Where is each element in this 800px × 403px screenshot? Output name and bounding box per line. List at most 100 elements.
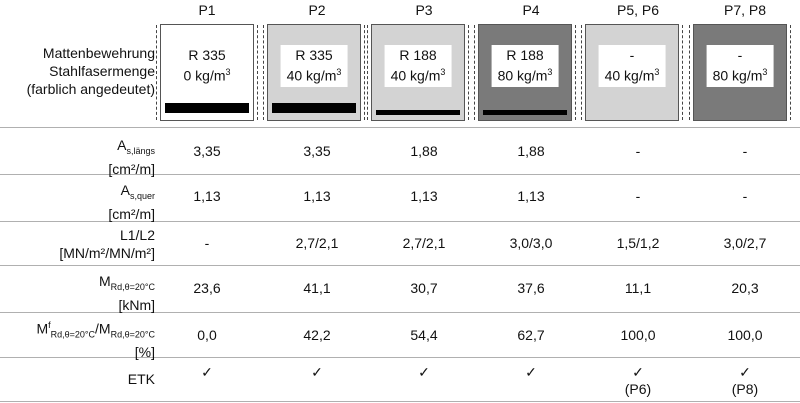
table-cell: 62,7 xyxy=(517,327,545,343)
table-cell: 2,7/2,1 xyxy=(295,235,339,251)
row-label-l1-l2: L1/L2 [MN/m²/MN/m²] xyxy=(59,226,155,262)
mesh-type: - xyxy=(629,47,635,63)
panel-dashed-edge xyxy=(364,25,365,120)
panel-label: R 188 80 kg/m3 xyxy=(491,45,559,87)
panel-dashed-edge xyxy=(468,25,469,120)
label-superscript: f xyxy=(48,320,51,330)
panel-label: R 335 40 kg/m3 xyxy=(280,45,348,87)
mesh-bar xyxy=(165,103,249,113)
table-cell: 20,3 xyxy=(731,280,759,296)
panel-dashed-edge xyxy=(575,25,576,120)
panel-dashed-edge xyxy=(581,25,582,120)
label-symbol: M xyxy=(36,320,49,337)
table-cell: 1,13 xyxy=(303,188,331,204)
col-header-p2: P2 xyxy=(308,2,326,18)
table-cell: 54,4 xyxy=(410,327,438,343)
panel-p2: R 335 40 kg/m3 xyxy=(263,24,365,121)
row-divider xyxy=(0,127,800,128)
table-cell: 1,13 xyxy=(517,188,545,204)
table-cell: 42,2 xyxy=(303,327,331,343)
mesh-type: R 188 xyxy=(506,47,544,63)
panel-dashed-edge xyxy=(156,25,157,120)
row-divider xyxy=(0,312,800,313)
panel-p7-p8: - 80 kg/m3 xyxy=(689,24,791,121)
table-cell: 41,1 xyxy=(303,280,331,296)
fiber-amount: 40 kg/m3 xyxy=(390,67,446,84)
table-cell: 100,0 xyxy=(620,327,656,343)
panel-dashed-edge xyxy=(263,25,264,120)
panel-dashed-edge xyxy=(367,25,368,120)
label-unit: [cm²/m] xyxy=(108,205,155,222)
mesh-type: R 188 xyxy=(399,47,437,63)
panel-label: - 80 kg/m3 xyxy=(706,45,774,87)
table-cell: ✓ xyxy=(201,364,213,380)
label-symbol: M xyxy=(98,273,111,289)
col-header-p7-p8: P7, P8 xyxy=(723,2,767,18)
label-symbol: A xyxy=(117,137,127,153)
table-cell: 37,6 xyxy=(517,280,545,296)
table-cell: ✓ (P6) xyxy=(588,364,688,397)
mesh-type: R 335 xyxy=(188,47,226,63)
panel-p5-p6: - 40 kg/m3 xyxy=(581,24,683,121)
label-line-1: Mattenbewehrung xyxy=(42,45,155,61)
label-symbol: L1/L2 xyxy=(119,227,155,243)
table-cell: 1,88 xyxy=(410,143,438,159)
row-label-mf-ratio: MfRd,θ=20°C/MRd,θ=20°C [%] xyxy=(36,316,155,361)
label-unit: [kNm] xyxy=(118,296,155,313)
label-symbol: A xyxy=(120,182,130,198)
table-cell: - xyxy=(635,188,641,204)
table-cell: 1,88 xyxy=(517,143,545,159)
panel-dashed-edge xyxy=(257,25,258,120)
mesh-bar xyxy=(376,110,460,115)
table-cell: 3,35 xyxy=(193,143,221,159)
label-unit: [%] xyxy=(134,344,155,361)
table-cell: - xyxy=(635,143,641,159)
panel-p3: R 188 40 kg/m3 xyxy=(367,24,469,121)
label-subscript-2: Rd,θ=20°C xyxy=(110,329,155,340)
col-header-p3: P3 xyxy=(415,2,433,18)
mesh-type: - xyxy=(737,47,743,63)
table-cell: - xyxy=(742,143,748,159)
row-divider xyxy=(0,401,800,402)
label-subscript: Rd,θ=20°C xyxy=(110,281,155,292)
table-cell: ✓ xyxy=(311,364,323,380)
fiber-amount: 0 kg/m3 xyxy=(183,67,231,84)
label-line-3: (farblich angedeutet) xyxy=(26,81,155,97)
table-cell: ✓ xyxy=(525,364,537,380)
table-cell: ✓ (P8) xyxy=(695,364,795,397)
cell-note: (P8) xyxy=(731,381,759,397)
row-divider xyxy=(0,357,800,358)
col-header-p5-p6: P5, P6 xyxy=(616,2,660,18)
panel-p4: R 188 80 kg/m3 xyxy=(474,24,576,121)
row-label-mrd: MRd,θ=20°C [kNm] xyxy=(99,272,155,314)
header-row-label: Mattenbewehrung Stahlfasermenge (farblic… xyxy=(27,44,155,98)
table-cell: 23,6 xyxy=(193,280,221,296)
fiber-amount: 80 kg/m3 xyxy=(497,67,553,84)
table-cell: 1,13 xyxy=(410,188,438,204)
row-divider xyxy=(0,174,800,175)
table-cell: 1,13 xyxy=(193,188,221,204)
table-cell: 3,0/2,7 xyxy=(723,235,767,251)
panel-p1: R 335 0 kg/m3 xyxy=(156,24,258,121)
fiber-amount: 40 kg/m3 xyxy=(604,67,660,84)
table-cell: - xyxy=(742,188,748,204)
panel-label: R 335 0 kg/m3 xyxy=(177,45,236,87)
panel-label: R 188 40 kg/m3 xyxy=(384,45,452,87)
cell-note: (P6) xyxy=(624,381,652,397)
mesh-type: R 335 xyxy=(295,47,333,63)
panel-dashed-edge xyxy=(474,25,475,120)
panel-dashed-edge xyxy=(689,25,690,120)
label-subscript: s,längs xyxy=(126,145,155,156)
table-cell: 0,0 xyxy=(197,327,217,343)
row-label-as-laengs: As,längs [cm²/m] xyxy=(108,136,155,178)
table-cell: 3,0/3,0 xyxy=(509,235,553,251)
label-subscript: s,quer xyxy=(129,190,155,201)
table-cell: 30,7 xyxy=(410,280,438,296)
table-cell: 1,5/1,2 xyxy=(616,235,660,251)
label-symbol-2: /M xyxy=(95,320,111,337)
label-subscript: Rd,θ=20°C xyxy=(50,329,96,340)
row-label-as-quer: As,quer [cm²/m] xyxy=(108,181,155,223)
label-line-2: Stahlfasermenge xyxy=(49,63,155,79)
panel-dashed-edge xyxy=(790,25,791,120)
